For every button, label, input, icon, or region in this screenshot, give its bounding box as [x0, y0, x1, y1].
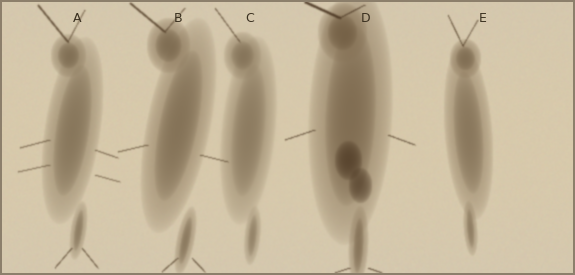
Text: C: C [246, 12, 255, 25]
Text: A: A [74, 12, 82, 25]
Text: B: B [174, 12, 183, 25]
Text: D: D [361, 12, 370, 25]
Text: E: E [479, 12, 487, 25]
